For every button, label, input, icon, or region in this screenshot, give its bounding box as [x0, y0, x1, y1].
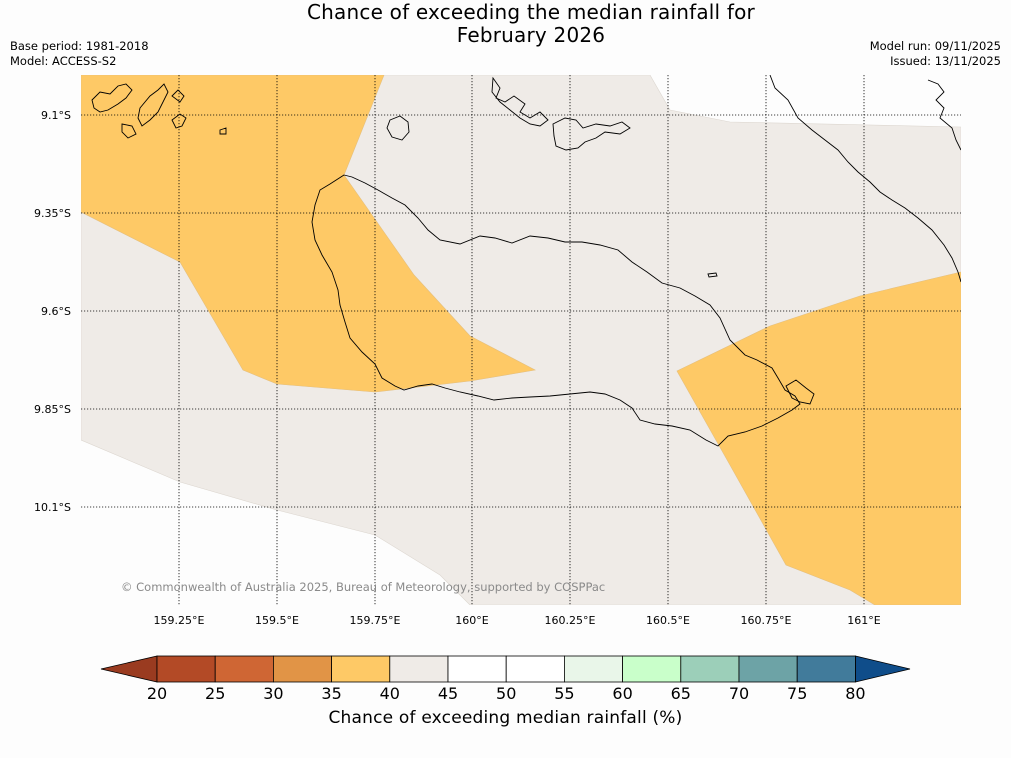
- colorbar-segment: [214, 655, 274, 683]
- coastline-islet-east: [707, 272, 718, 278]
- colorbar-tick-label: 20: [147, 684, 167, 703]
- lon-label: 160.75°E: [741, 614, 792, 627]
- colorbar-segment: [389, 655, 449, 683]
- lat-label: 10.1°S: [34, 501, 71, 514]
- title-line-2: February 2026: [456, 23, 606, 47]
- colorbar-tick-label: 60: [612, 684, 632, 703]
- coastline-guadalcanal: [311, 174, 801, 447]
- coastlines: [91, 75, 961, 447]
- colorbar-tick-label: 55: [554, 684, 574, 703]
- issued-date: Issued: 13/11/2025: [890, 54, 1001, 68]
- colorbar-segment: [272, 655, 332, 683]
- lon-label: 159.75°E: [350, 614, 401, 627]
- colorbar-segment: [505, 655, 565, 683]
- map-fill-layer: [81, 75, 961, 605]
- model-run: Model run: 09/11/2025: [869, 39, 1001, 53]
- coastline-nggela: [491, 76, 631, 151]
- coastline-marau: [785, 379, 815, 405]
- coastline-islet-north: [386, 115, 410, 141]
- colorbar-segment: [680, 655, 740, 683]
- lon-label: 160.5°E: [646, 614, 690, 627]
- lon-label: 160.25°E: [545, 614, 596, 627]
- colorbar-tick-label: 80: [845, 684, 865, 703]
- colorbar-tick-label: 30: [263, 684, 283, 703]
- copyright-notice: © Commonwealth of Australia 2025, Bureau…: [121, 580, 606, 594]
- colorbar-segment: [447, 655, 507, 683]
- lat-label: 9.1°S: [41, 109, 71, 122]
- coastline-malaita: [769, 75, 961, 283]
- title-line-1: Chance of exceeding the median rainfall …: [307, 0, 755, 24]
- meta-right: Model run: 09/11/2025 Issued: 13/11/2025: [870, 39, 1001, 69]
- coastline-malaita-north: [927, 79, 961, 151]
- colorbar-segment: [796, 655, 856, 683]
- colorbar-segment: [331, 655, 391, 683]
- colorbar-tick-label: 45: [438, 684, 458, 703]
- colorbar-tick-label: 40: [380, 684, 400, 703]
- map-title: Chance of exceeding the median rainfall …: [0, 1, 1011, 47]
- colorbar-tick-label: 65: [671, 684, 691, 703]
- colorbar-segment: [564, 655, 624, 683]
- colorbar-extend-over: [855, 655, 911, 683]
- colorbar-tick-label: 70: [729, 684, 749, 703]
- base-period: Base period: 1981-2018: [10, 39, 149, 53]
- colorbar-tick-label: 75: [787, 684, 807, 703]
- lat-label: 9.85°S: [34, 403, 71, 416]
- lon-label: 161°E: [847, 614, 880, 627]
- map: 9.1°S 9.35°S 9.6°S 9.85°S 10.1°S 159.25°…: [34, 75, 961, 627]
- colorbar-segment: [738, 655, 798, 683]
- colorbar-extend-under: [100, 655, 158, 683]
- coastline-isabel-west: [91, 83, 227, 139]
- colorbar-tick-label: 25: [205, 684, 225, 703]
- lon-labels: 159.25°E 159.5°E 159.75°E 160°E 160.25°E…: [154, 614, 881, 627]
- colorbar-group: 20 25 30 35 40 45 50 55 60 65 70 75 80: [100, 655, 911, 703]
- colorbar-segment: [622, 655, 682, 683]
- colorbar-segment: [156, 655, 216, 683]
- lat-labels: 9.1°S 9.35°S 9.6°S 9.85°S 10.1°S: [34, 109, 71, 514]
- colorbar-tick-label: 50: [496, 684, 516, 703]
- lon-label: 159.25°E: [154, 614, 205, 627]
- meta-left: Base period: 1981-2018 Model: ACCESS-S2: [10, 39, 149, 69]
- colorbar-tick-label: 35: [321, 684, 341, 703]
- graticule: [81, 75, 961, 605]
- region-35-40-east: [676, 271, 961, 605]
- lon-label: 160°E: [455, 614, 488, 627]
- lon-label: 159.5°E: [255, 614, 299, 627]
- model-name: Model: ACCESS-S2: [10, 54, 117, 68]
- colorbar-title: Chance of exceeding median rainfall (%): [328, 708, 683, 728]
- lat-label: 9.6°S: [41, 305, 71, 318]
- lat-label: 9.35°S: [34, 207, 71, 220]
